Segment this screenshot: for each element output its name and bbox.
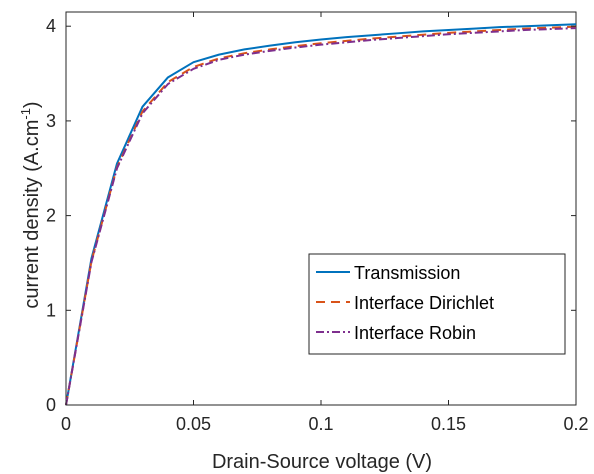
x-tick-labels: 0 0.05 0.1 0.15 0.2: [61, 414, 589, 434]
x-tick-label: 0.05: [176, 414, 211, 434]
legend: Transmission Interface Dirichlet Interfa…: [308, 253, 566, 355]
series-line-transmission: [65, 23, 577, 406]
x-tick-label: 0.2: [563, 414, 588, 434]
y-tick-label: 3: [46, 111, 56, 131]
x-tick-label: 0.15: [431, 414, 466, 434]
y-axis-title-superscript: -1: [18, 108, 33, 120]
y-tick-labels: 0 1 2 3 4: [46, 16, 56, 415]
y-axis-title-main: current density (A.cm: [21, 120, 43, 309]
y-axis-title-close: ): [21, 101, 43, 108]
legend-label-interface-robin: Interface Robin: [354, 323, 476, 343]
series-layer: [65, 23, 577, 406]
legend-box: [308, 253, 566, 355]
x-tick-label: 0: [61, 414, 71, 434]
tick-layer: [65, 12, 577, 406]
y-axis-title: current density (A.cm-1): [18, 101, 43, 308]
series-line-interface-robin: [65, 27, 577, 406]
series-line-interface-dirichlet: [65, 25, 577, 406]
y-tick-label: 0: [46, 395, 56, 415]
x-tick-label: 0.1: [308, 414, 333, 434]
legend-label-interface-dirichlet: Interface Dirichlet: [354, 293, 494, 313]
y-tick-label: 4: [46, 16, 56, 36]
legend-label-transmission: Transmission: [354, 263, 460, 283]
y-tick-label: 1: [46, 300, 56, 320]
y-tick-label: 2: [46, 206, 56, 226]
x-axis-title: Drain-Source voltage (V): [212, 451, 432, 473]
